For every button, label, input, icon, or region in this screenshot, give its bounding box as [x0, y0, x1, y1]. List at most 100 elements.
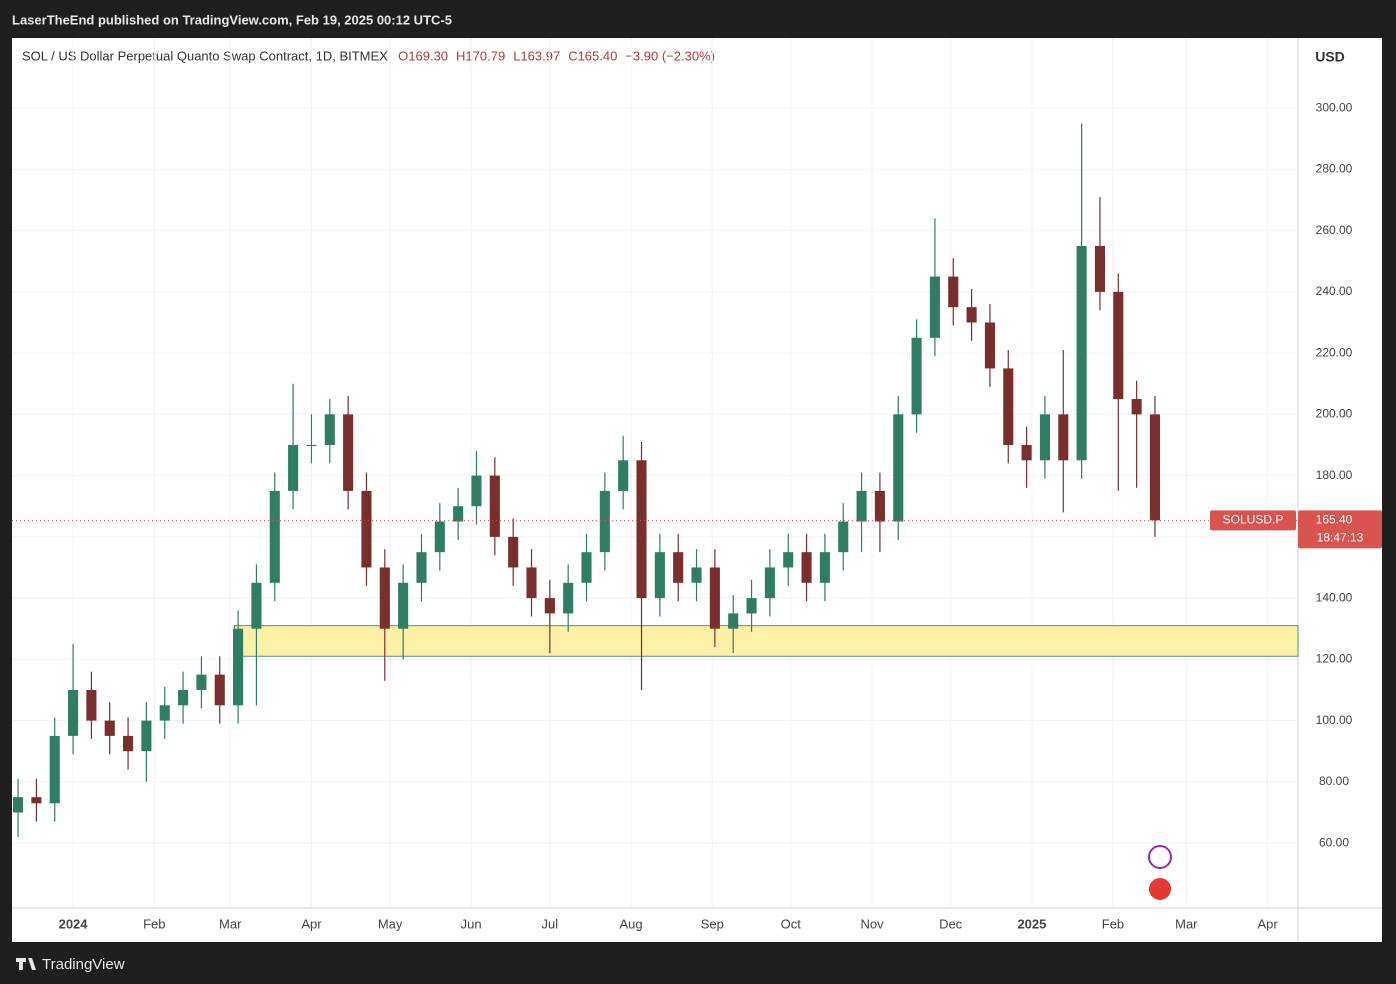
x-tick-label: Jul: [542, 916, 559, 931]
y-tick-label: 280.00: [1316, 162, 1353, 176]
candle-body: [233, 628, 244, 706]
symbol-tag: [1210, 510, 1296, 531]
brand-name: TradingView: [42, 956, 125, 973]
price-tag-value: 165.40: [1316, 512, 1353, 526]
x-tick-label: Dec: [939, 916, 963, 931]
ohlc-value: L163.97: [513, 48, 560, 63]
candle-body: [673, 552, 684, 583]
y-tick-label: 200.00: [1316, 407, 1353, 421]
x-tick-label: Sep: [701, 916, 724, 931]
candle-body: [911, 337, 922, 415]
y-tick-label: 120.00: [1316, 652, 1353, 666]
candle-body: [1058, 414, 1069, 461]
published-note: LaserTheEnd published on TradingView.com…: [12, 12, 452, 27]
symbol-tag-label: SOLUSD.P: [1223, 512, 1284, 526]
x-tick-label: May: [378, 916, 403, 931]
currency-label: USD: [1315, 49, 1345, 65]
y-tick-label: 260.00: [1316, 223, 1353, 237]
candle-body: [68, 689, 79, 736]
x-tick-label: Apr: [301, 916, 322, 931]
y-tick-label: 140.00: [1316, 590, 1353, 604]
candle-body: [86, 689, 97, 721]
candle-body: [1113, 291, 1124, 400]
candle-body: [1094, 245, 1105, 292]
candle-body: [288, 444, 299, 491]
ohlc-legend: O169.30 H170.79 L163.97 C165.40 −3.90 (−2.30…: [398, 48, 715, 63]
ohlc-value: O169.30: [398, 48, 448, 63]
y-tick-label: 220.00: [1316, 345, 1353, 359]
candle-body: [691, 567, 702, 583]
x-tick-label: Nov: [860, 916, 884, 931]
symbol-title: SOL / US Dollar Perpetual Quanto Swap Co…: [22, 48, 388, 63]
candle-body: [343, 414, 354, 491]
candle-body: [1021, 444, 1032, 461]
candle-body: [874, 490, 885, 522]
candle-body: [434, 521, 445, 553]
candle-body: [1076, 245, 1087, 461]
candle-body: [764, 567, 775, 599]
candle-body: [178, 689, 189, 706]
candle-body: [123, 735, 134, 752]
candle-body: [159, 705, 170, 721]
candle-body: [599, 490, 610, 553]
candle-body: [526, 567, 537, 599]
ohlc-value: −3.90 (−2.30%): [625, 48, 715, 63]
ohlc-value: C165.40: [568, 48, 617, 63]
y-tick-label: 180.00: [1316, 468, 1353, 482]
candle-body: [1039, 414, 1050, 461]
y-tick-label: 100.00: [1316, 713, 1353, 727]
x-tick-label: 2024: [59, 916, 89, 931]
candle-body: [838, 521, 849, 553]
candle-body: [453, 506, 464, 522]
y-tick-label: 300.00: [1316, 100, 1353, 114]
candle-body: [1003, 368, 1014, 445]
candle-body: [654, 552, 665, 599]
candle-body: [416, 552, 427, 583]
price-tag-countdown: 18:47:13: [1317, 530, 1364, 544]
x-tick-label: Jun: [461, 916, 482, 931]
candle-body: [929, 276, 940, 338]
candle-body: [728, 613, 739, 629]
candle-body: [214, 674, 225, 706]
x-tick-label: 2025: [1017, 916, 1046, 931]
x-tick-label: Mar: [219, 916, 242, 931]
brand-logo: [16, 958, 36, 970]
candle-body: [581, 552, 592, 583]
price-tag: [1298, 510, 1382, 549]
y-tick-label: 240.00: [1316, 284, 1353, 298]
x-tick-label: Aug: [619, 916, 642, 931]
chart-panel: [12, 38, 1382, 942]
candle-body: [398, 582, 409, 629]
x-tick-label: Feb: [1102, 916, 1124, 931]
candle-body: [196, 674, 207, 690]
candle-body: [13, 797, 24, 813]
y-tick-label: 80.00: [1319, 774, 1349, 788]
candle-body: [966, 307, 977, 323]
candle-body: [471, 475, 482, 507]
candle-body: [104, 720, 115, 736]
candle-body: [379, 567, 390, 629]
candle-body: [563, 582, 574, 614]
y-tick-label: 60.00: [1319, 835, 1349, 849]
candle-body: [618, 460, 629, 491]
candle-body: [709, 567, 720, 629]
x-tick-label: Oct: [781, 916, 802, 931]
event-icon[interactable]: [1148, 845, 1172, 869]
candle-body: [251, 582, 262, 629]
candle-body: [746, 598, 757, 614]
candle-body: [856, 490, 867, 522]
candle-body: [31, 797, 42, 804]
candle-body: [508, 536, 519, 568]
support-zone: [233, 625, 1299, 657]
x-tick-label: Apr: [1257, 916, 1278, 931]
candle-body: [544, 598, 555, 614]
candle-body: [361, 490, 372, 568]
ohlc-value: H170.79: [456, 48, 505, 63]
event-icon[interactable]: [1147, 876, 1173, 902]
candle-body: [1149, 414, 1161, 521]
candle-body: [324, 414, 335, 445]
candle-body: [489, 475, 500, 537]
candle-body: [306, 444, 317, 446]
